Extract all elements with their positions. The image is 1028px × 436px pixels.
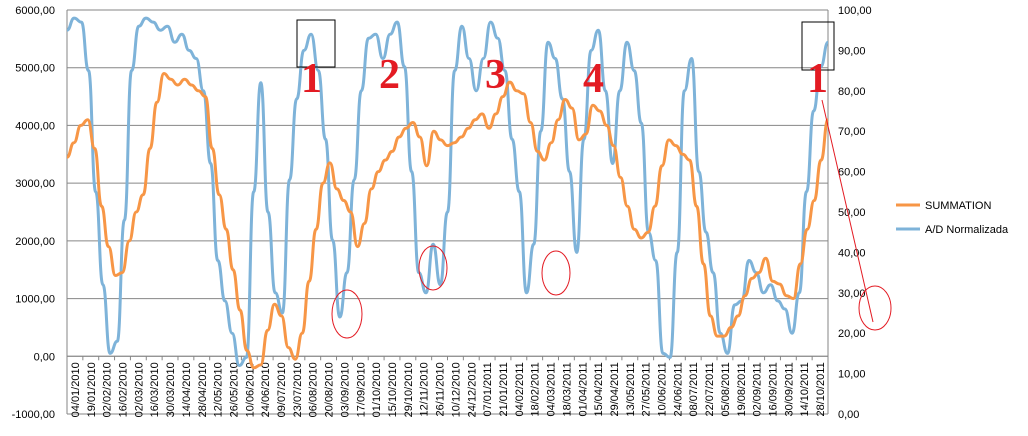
- right-tick-label: 0,00: [838, 409, 859, 421]
- highlight-ellipse: [858, 285, 892, 331]
- x-tick-label: 15/04/2011: [593, 362, 605, 416]
- x-tick-label: 02/03/2010: [133, 362, 145, 417]
- x-tick-label: 28/10/2011: [815, 362, 827, 416]
- x-tick-label: 10/06/2010: [244, 362, 256, 417]
- right-tick-label: 60,00: [838, 167, 866, 179]
- x-axis: 04/01/2010 19/01/2010 02/02/2010 16/02/2010…: [66, 355, 828, 417]
- series-line-a-d-normalizada: [66, 16, 830, 367]
- right-tick-label: 10,00: [838, 369, 866, 381]
- x-tick-label: 04/01/2010: [70, 362, 82, 417]
- legend-label: SUMMATION: [925, 200, 991, 212]
- cycle-number-label: 1: [301, 56, 322, 102]
- x-tick-label: 17/09/2010: [355, 362, 367, 417]
- cycle-number-label: 4: [583, 56, 604, 102]
- series-lines: [66, 16, 830, 370]
- highlight-ellipse: [541, 250, 571, 296]
- x-tick-label: 08/07/2011: [688, 362, 700, 416]
- x-tick-label: 18/03/2011: [561, 362, 573, 416]
- cycle-number-label: 3: [485, 52, 506, 98]
- x-tick-label: 14/10/2011: [799, 362, 811, 416]
- left-tick-label: -1000,00: [12, 409, 55, 421]
- cycle-number-label: 1: [807, 56, 828, 102]
- x-tick-label: 03/09/2010: [339, 362, 351, 417]
- right-tick-label: 40,00: [838, 247, 866, 259]
- x-tick-label: 22/07/2011: [704, 362, 716, 416]
- pointer-line: [821, 99, 874, 323]
- right-tick-label: 50,00: [838, 207, 866, 219]
- x-tick-label: 12/05/2010: [213, 362, 225, 417]
- right-tick-label: 20,00: [838, 328, 866, 340]
- x-tick-label: 10/06/2011: [657, 362, 669, 416]
- x-tick-label: 19/08/2011: [736, 362, 748, 416]
- x-tick-label: 02/09/2011: [752, 362, 764, 416]
- x-tick-label: 30/03/2010: [165, 362, 177, 417]
- highlight-box: [801, 21, 835, 71]
- right-tick-label: 100,00: [838, 5, 872, 17]
- x-tick-label: 01/04/2011: [577, 362, 589, 416]
- x-tick-label: 29/04/2011: [609, 362, 621, 416]
- x-tick-label: 09/07/2010: [276, 362, 288, 417]
- left-tick-label: 4000,00: [15, 120, 55, 132]
- x-tick-label: 29/10/2010: [403, 362, 415, 417]
- legend: SUMMATION A/D Normalizada: [896, 200, 1009, 236]
- highlight-ellipse: [331, 289, 363, 339]
- x-tick-label: 21/01/2011: [498, 362, 510, 416]
- x-tick-label: 16/03/2010: [149, 362, 161, 417]
- x-tick-label: 26/11/2010: [435, 362, 447, 416]
- x-tick-label: 23/07/2010: [292, 362, 304, 417]
- series-line-summation: [66, 72, 830, 370]
- left-tick-label: 6000,00: [15, 5, 55, 17]
- x-tick-label: 27/05/2011: [641, 362, 653, 416]
- x-tick-label: 18/02/2011: [530, 362, 542, 416]
- x-tick-label: 01/10/2010: [371, 362, 383, 417]
- left-tick-label: 0,00: [34, 351, 55, 363]
- left-tick-label: 3000,00: [15, 178, 55, 190]
- x-tick-label: 14/04/2010: [181, 362, 193, 417]
- x-tick-label: 04/03/2011: [546, 362, 558, 416]
- annotations: 1 2 3 4 1: [296, 19, 892, 339]
- x-tick-label: 30/09/2011: [783, 362, 795, 416]
- cycle-number-label: 2: [379, 52, 400, 98]
- x-tick-label: 05/08/2011: [720, 362, 732, 416]
- x-tick-label: 07/01/2011: [482, 362, 494, 416]
- right-tick-label: 80,00: [838, 86, 866, 98]
- legend-label: A/D Normalizada: [925, 224, 1009, 236]
- x-tick-label: 13/05/2011: [625, 362, 637, 416]
- left-tick-label: 2000,00: [15, 236, 55, 248]
- right-y-axis: 0,00 10,00 20,00 30,00 40,00 50,00 60,00 70,00 8…: [827, 5, 872, 421]
- right-tick-label: 70,00: [838, 126, 866, 138]
- left-tick-label: 1000,00: [15, 294, 55, 306]
- right-tick-label: 30,00: [838, 288, 866, 300]
- x-tick-label: 24/12/2010: [466, 362, 478, 417]
- x-tick-label: 16/02/2010: [117, 362, 129, 417]
- x-tick-label: 19/01/2010: [86, 362, 98, 417]
- highlight-box: [296, 19, 336, 68]
- left-tick-label: 5000,00: [15, 63, 55, 75]
- highlight-ellipse: [418, 245, 448, 291]
- left-y-axis: -1000,00 0,00 1000,00 2000,00 3000,00 4000,00…: [12, 5, 68, 421]
- x-tick-label: 24/06/2011: [672, 362, 684, 416]
- x-tick-label: 28/04/2010: [197, 362, 209, 417]
- right-tick-label: 90,00: [838, 45, 866, 57]
- x-tick-label: 12/11/2010: [419, 362, 431, 416]
- x-tick-label: 26/05/2010: [228, 362, 240, 417]
- x-tick-label: 16/09/2011: [768, 362, 780, 416]
- x-tick-label: 04/02/2011: [514, 362, 526, 416]
- x-tick-label: 15/10/2010: [387, 362, 399, 417]
- x-tick-label: 06/08/2010: [308, 362, 320, 417]
- x-tick-label: 10/12/2010: [450, 362, 462, 417]
- x-tick-label: 24/06/2010: [260, 362, 272, 417]
- x-tick-label: 02/02/2010: [102, 362, 114, 417]
- x-tick-label: 20/08/2010: [324, 362, 336, 417]
